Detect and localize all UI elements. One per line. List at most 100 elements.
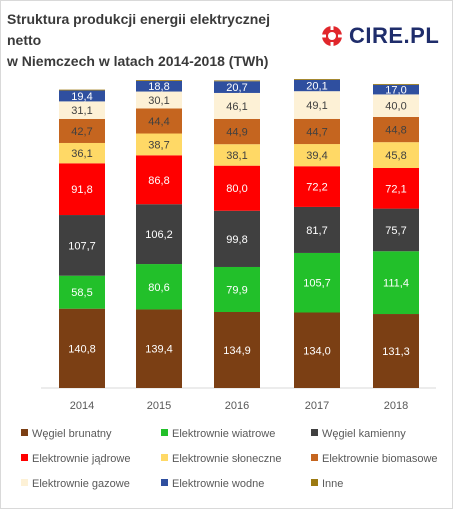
bar-segment	[294, 252, 340, 313]
legend-swatch	[161, 479, 168, 486]
data-label: 19,4	[71, 91, 92, 103]
legend-label: Elektrownie słoneczne	[172, 453, 282, 465]
bar-segment	[214, 81, 260, 93]
bar-segment	[373, 208, 419, 252]
bar-segment	[294, 118, 340, 145]
data-label: 111,4	[383, 278, 409, 290]
bar-segment	[373, 84, 419, 95]
bar-segment	[294, 206, 340, 253]
data-label: 45,8	[385, 150, 406, 162]
data-label: 44,4	[148, 116, 169, 128]
legend-swatch	[161, 429, 168, 436]
bar-segment	[59, 142, 105, 164]
bar-segment	[294, 312, 340, 388]
bar-segment	[373, 142, 419, 168]
data-label: 139,4	[145, 344, 173, 356]
bar-segment	[373, 83, 419, 85]
chart-title-line-1: Struktura produkcji energii elektrycznej…	[7, 11, 270, 48]
cire-logo-text: CIRE.PL	[349, 23, 440, 48]
stacked-bar-chart: 140,8 58,5 107,7 91,8 36,1 42,7 31,1 19,4 2014 13…	[41, 79, 436, 412]
data-label: 49,1	[306, 100, 327, 112]
legend-swatch	[311, 454, 318, 461]
legend-label: Inne	[322, 478, 344, 490]
data-label: 106,2	[145, 229, 173, 241]
data-label: 17,0	[385, 85, 406, 97]
data-label: 72,2	[306, 182, 327, 194]
bar-segment	[136, 264, 182, 310]
data-label: 44,7	[306, 126, 327, 138]
data-label: 79,9	[226, 284, 247, 296]
bar-segment	[59, 90, 105, 102]
legend-item: Węgiel brunatny	[21, 427, 112, 441]
legend-item: Elektrownie słoneczne	[161, 452, 281, 466]
data-label: 44,9	[226, 127, 247, 139]
chart-title: Struktura produkcji energii elektrycznej…	[7, 9, 307, 72]
legend-label: Elektrownie biomasowe	[322, 453, 438, 465]
data-label: 44,8	[385, 125, 406, 137]
legend-swatch	[161, 454, 168, 461]
bar-segment	[214, 311, 260, 388]
x-tick-label: 2018	[384, 400, 408, 412]
legend-swatch	[311, 429, 318, 436]
bar-segment	[59, 118, 105, 143]
bar-segment	[59, 163, 105, 216]
data-label: 140,8	[68, 343, 96, 355]
chart-title-line-2: w Niemczech w latach 2014-2018 (TWh)	[7, 53, 269, 69]
bar-segment	[294, 166, 340, 207]
data-label: 105,7	[303, 278, 331, 290]
data-label: 30,1	[148, 95, 169, 107]
bar-segment	[136, 309, 182, 388]
data-label: 38,7	[148, 139, 169, 151]
legend-item: Inne	[311, 477, 343, 491]
data-label: 36,1	[71, 148, 92, 160]
x-tick-label: 2016	[225, 400, 249, 412]
x-tick-label: 2015	[147, 400, 171, 412]
bar-segment	[214, 144, 260, 166]
bar-segment	[294, 91, 340, 119]
data-label: 40,0	[385, 101, 406, 113]
bar-segment	[214, 165, 260, 211]
data-label: 134,9	[223, 345, 251, 357]
data-label: 91,8	[71, 184, 92, 196]
data-label: 39,4	[306, 150, 327, 162]
legend-item: Elektrownie gazowe	[21, 477, 130, 491]
data-label: 42,7	[71, 126, 92, 138]
legend-swatch	[21, 479, 28, 486]
bar-segment	[214, 80, 260, 82]
legend-item: Elektrownie biomasowe	[311, 452, 438, 466]
legend-swatch	[21, 429, 28, 436]
bar-segment	[373, 167, 419, 209]
legend-label: Elektrownie jądrowe	[32, 453, 131, 465]
bar-segment	[373, 116, 419, 143]
data-label: 99,8	[226, 234, 247, 246]
legend-label: Węgiel brunatny	[32, 428, 112, 440]
bar-segment	[294, 79, 340, 92]
bar-segment	[136, 155, 182, 205]
data-label: 31,1	[71, 105, 92, 117]
bar-segment	[59, 89, 105, 91]
legend-label: Elektrownie wodne	[172, 478, 265, 490]
bar-segment	[136, 108, 182, 134]
bar-segment	[214, 210, 260, 267]
bar-segment	[59, 275, 105, 309]
data-label: 131,3	[382, 346, 410, 358]
bar-segment	[136, 204, 182, 265]
legend-item: Elektrownie wiatrowe	[161, 427, 275, 441]
bar-segment	[136, 80, 182, 81]
cire-logo: CIRE.PL	[319, 23, 449, 49]
legend-label: Elektrownie wiatrowe	[172, 428, 276, 440]
bar-segment	[294, 79, 340, 80]
data-label: 80,6	[148, 282, 169, 294]
data-label: 134,0	[303, 345, 331, 357]
data-label: 18,8	[148, 81, 169, 93]
bar-segment	[294, 144, 340, 167]
x-tick-label: 2014	[70, 400, 94, 412]
bar-segment	[136, 91, 182, 109]
bar-segment	[214, 266, 260, 312]
bar-segment	[59, 308, 105, 388]
legend-swatch	[21, 454, 28, 461]
legend-label: Elektrownie gazowe	[32, 478, 130, 490]
data-label: 86,8	[148, 175, 169, 187]
bar-segment	[214, 92, 260, 119]
